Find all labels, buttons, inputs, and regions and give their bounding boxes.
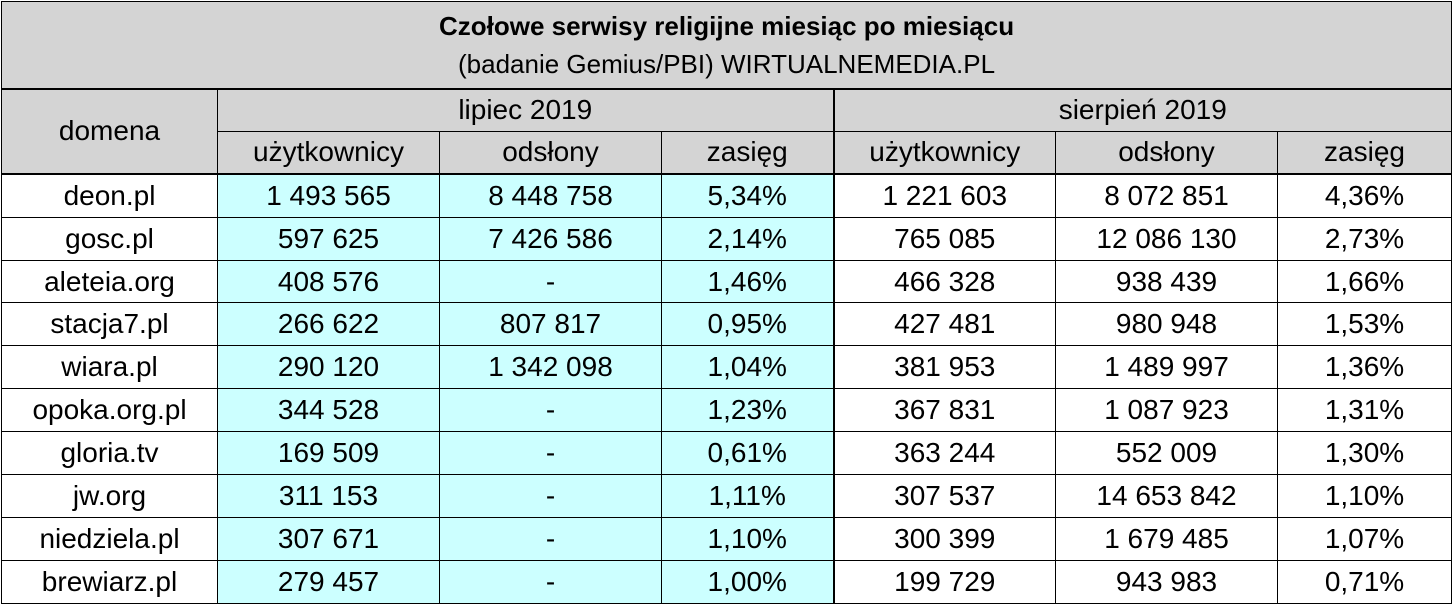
table-row: wiara.pl 290 120 1 342 098 1,04% 381 953 1 48… (1, 345, 1452, 390)
cell-users-august: 427 481 (832, 302, 1056, 347)
cell-users-july: 311 153 (217, 474, 440, 519)
cell-reach-july: 2,14% (661, 216, 834, 261)
cell-views-august: 1 087 923 (1055, 388, 1278, 433)
cell-users-august: 381 953 (832, 345, 1056, 390)
col-header-users-july: użytkownicy (217, 130, 440, 175)
table-row: gloria.tv 169 509-0,61% 363 244 552 009 1,30… (1, 431, 1452, 476)
cell-views-july: - (439, 259, 662, 304)
cell-users-august: 1 221 603 (832, 173, 1056, 218)
cell-reach-july: 0,61% (661, 431, 834, 476)
month-header-july: lipiec 2019 (217, 88, 834, 132)
cell-domain: brewiarz.pl (1, 560, 218, 604)
cell-domain: deon.pl (1, 173, 218, 218)
cell-reach-july: 1,11% (661, 474, 834, 519)
cell-views-july: 8 448 758 (439, 173, 662, 218)
table-row: opoka.org.pl 344 528-1,23% 367 831 1 087 92… (1, 388, 1452, 433)
cell-users-august: 199 729 (832, 560, 1056, 604)
cell-reach-july: 0,95% (661, 302, 834, 347)
cell-users-july: 1 493 565 (217, 173, 440, 218)
cell-domain: opoka.org.pl (1, 388, 218, 433)
cell-views-august: 980 948 (1055, 302, 1278, 347)
table-row: jw.org 311 153-1,11% 307 537 14 653 842 1,10… (1, 474, 1452, 519)
table-subtitle: (badanie Gemius/PBI) WIRTUALNEMEDIA.PL (458, 48, 996, 79)
table-title-cell: Czołowe serwisy religijne miesiąc po mie… (0, 0, 1452, 90)
table-row: aleteia.org 408 576-1,46% 466 328 938 439 1,… (1, 259, 1452, 304)
cell-reach-august: 1,30% (1276, 431, 1452, 476)
cell-views-july: - (439, 517, 662, 561)
cell-reach-july: 5,34% (661, 173, 834, 218)
cell-users-august: 765 085 (832, 216, 1056, 261)
cell-views-july: - (439, 560, 662, 604)
table-row: gosc.pl 597 625 7 426 586 2,14% 765 085 12 08… (1, 216, 1452, 261)
cell-reach-august: 1,66% (1276, 259, 1452, 304)
cell-reach-august: 4,36% (1276, 173, 1452, 218)
col-header-reach-july: zasięg (661, 130, 834, 175)
cell-domain: niedziela.pl (1, 517, 218, 561)
cell-reach-august: 1,31% (1276, 388, 1452, 433)
cell-domain: aleteia.org (1, 259, 218, 304)
cell-reach-august: 1,36% (1276, 345, 1452, 390)
cell-views-august: 1 679 485 (1055, 517, 1278, 561)
cell-users-august: 363 244 (832, 431, 1056, 476)
cell-views-august: 8 072 851 (1055, 173, 1278, 218)
cell-users-july: 266 622 (217, 302, 440, 347)
cell-domain: jw.org (1, 474, 218, 519)
cell-users-july: 344 528 (217, 388, 440, 433)
cell-users-july: 307 671 (217, 517, 440, 561)
cell-users-july: 290 120 (217, 345, 440, 390)
cell-domain: wiara.pl (1, 345, 218, 390)
cell-views-august: 12 086 130 (1055, 216, 1278, 261)
cell-reach-august: 0,71% (1276, 560, 1452, 604)
table-row: stacja7.pl 266 622 807 817 0,95% 427 481 980 … (1, 302, 1452, 347)
cell-reach-august: 2,73% (1276, 216, 1452, 261)
cell-views-july: - (439, 388, 662, 433)
cell-reach-july: 1,04% (661, 345, 834, 390)
cell-users-july: 169 509 (217, 431, 440, 476)
cell-domain: stacja7.pl (1, 302, 218, 347)
col-header-views-july: odsłony (439, 130, 662, 175)
cell-reach-july: 1,46% (661, 259, 834, 304)
cell-reach-august: 1,07% (1276, 517, 1452, 561)
cell-reach-july: 1,10% (661, 517, 834, 561)
cell-views-august: 1 489 997 (1055, 345, 1278, 390)
cell-users-july: 408 576 (217, 259, 440, 304)
cell-reach-july: 1,23% (661, 388, 834, 433)
col-header-views-august: odsłony (1055, 130, 1278, 175)
table-row: niedziela.pl 307 671-1,10% 300 399 1 679 48… (1, 517, 1452, 561)
cell-views-july: 1 342 098 (439, 345, 662, 390)
cell-views-july: - (439, 431, 662, 476)
cell-domain: gosc.pl (1, 216, 218, 261)
cell-views-july: 7 426 586 (439, 216, 662, 261)
table-row: deon.pl 1 493 565 8 448 758 5,34% 1 221 603 8… (1, 173, 1452, 218)
cell-domain: gloria.tv (1, 431, 218, 476)
cell-views-august: 943 983 (1055, 560, 1278, 604)
cell-views-august: 938 439 (1055, 259, 1278, 304)
cell-reach-july: 1,00% (661, 560, 834, 604)
cell-users-august: 300 399 (832, 517, 1056, 561)
cell-users-july: 279 457 (217, 560, 440, 604)
cell-users-august: 466 328 (832, 259, 1056, 304)
cell-views-july: 807 817 (439, 302, 662, 347)
col-header-reach-august: zasięg (1276, 130, 1452, 175)
month-header-august: sierpień 2019 (832, 88, 1452, 132)
domain-header: domena (1, 88, 218, 175)
table-row: brewiarz.pl 279 457-1,00% 199 729 943 983 0,… (1, 560, 1452, 604)
cell-views-july: - (439, 474, 662, 519)
cell-reach-august: 1,53% (1276, 302, 1452, 347)
table-title: Czołowe serwisy religijne miesiąc po mie… (438, 10, 1015, 41)
cell-users-august: 367 831 (832, 388, 1056, 433)
cell-reach-august: 1,10% (1276, 474, 1452, 519)
cell-users-july: 597 625 (217, 216, 440, 261)
cell-views-august: 552 009 (1055, 431, 1278, 476)
cell-users-august: 307 537 (832, 474, 1056, 519)
col-header-users-august: użytkownicy (832, 130, 1056, 175)
cell-views-august: 14 653 842 (1055, 474, 1278, 519)
